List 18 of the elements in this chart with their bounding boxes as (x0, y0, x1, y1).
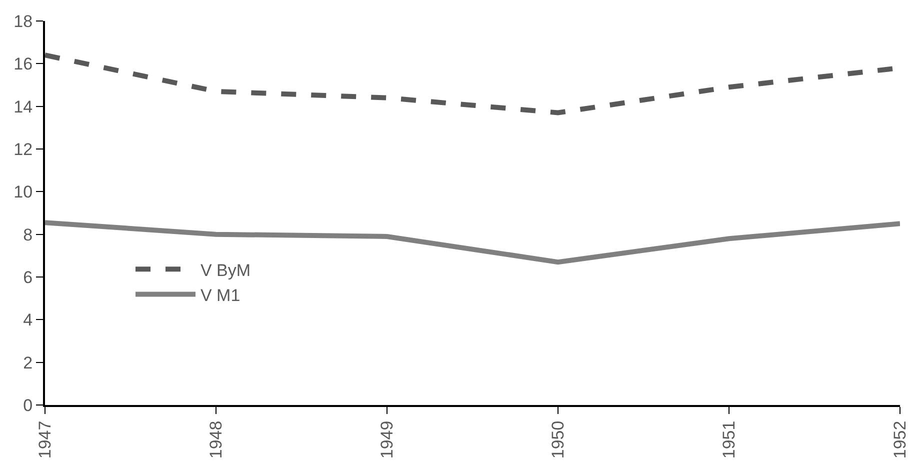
y-tick-label: 12 (14, 140, 33, 159)
x-tick-label: 1947 (36, 420, 55, 459)
y-tick-label: 0 (23, 396, 33, 415)
x-tick-label: 1948 (206, 420, 226, 459)
y-tick-label: 16 (14, 54, 33, 74)
y-tick-label: 2 (23, 353, 33, 372)
x-tick-label: 1952 (890, 420, 910, 459)
legend-label: V M1 (200, 286, 240, 305)
y-tick-label: 14 (14, 97, 33, 116)
y-tick-label: 8 (23, 225, 33, 244)
x-tick-label: 1951 (720, 420, 739, 459)
y-tick-label: 10 (14, 182, 33, 202)
x-tick-label: 1949 (378, 420, 397, 459)
y-tick-label: 18 (14, 12, 33, 31)
x-tick-label: 1950 (548, 420, 568, 459)
legend-label: V ByM (200, 260, 251, 280)
y-tick-label: 6 (23, 268, 33, 287)
y-tick-label: 4 (23, 310, 33, 330)
